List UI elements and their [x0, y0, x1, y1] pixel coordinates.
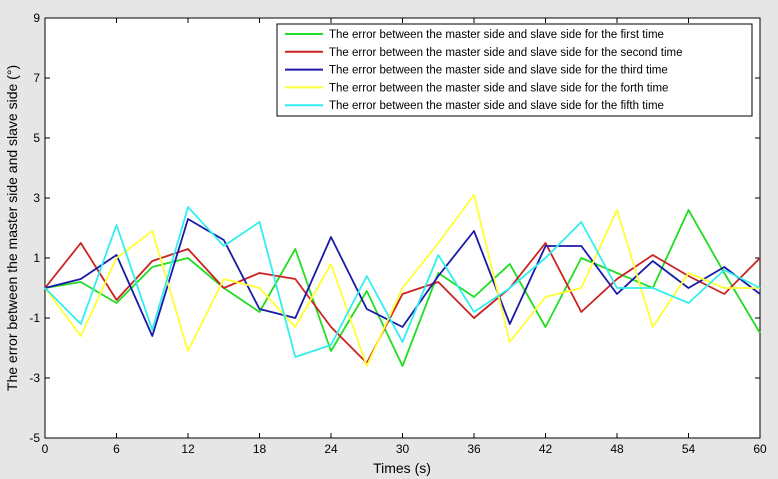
- y-tick-label: -3: [29, 371, 40, 385]
- x-tick-label: 18: [253, 442, 267, 456]
- y-tick-label: 5: [33, 131, 40, 145]
- x-tick-label: 0: [42, 442, 49, 456]
- series-line-5: [44, 206, 761, 358]
- legend-label-3: The error between the master side and sl…: [329, 65, 668, 77]
- x-axis-label: Times (s): [373, 460, 431, 476]
- legend: The error between the master side and sl…: [276, 23, 753, 117]
- x-tick-label: 6: [113, 442, 120, 456]
- x-tick-label: 36: [467, 442, 481, 456]
- y-tick-label: 9: [33, 11, 40, 25]
- y-axis-label: The error between the master side and sl…: [4, 65, 20, 391]
- legend-label-2: The error between the master side and sl…: [329, 47, 683, 59]
- legend-label-4: The error between the master side and sl…: [329, 82, 668, 94]
- series-line-2: [44, 242, 761, 364]
- y-tick-label: -5: [29, 431, 40, 445]
- legend-label-1: The error between the master side and sl…: [329, 29, 664, 41]
- y-tick-label: 3: [33, 191, 40, 205]
- x-tick-label: 54: [682, 442, 696, 456]
- x-tick-label: 60: [753, 442, 767, 456]
- y-tick-label: 7: [33, 71, 40, 85]
- series-line-3: [44, 218, 761, 337]
- y-tick-label: 1: [33, 251, 40, 265]
- x-tick-label: 30: [396, 442, 410, 456]
- legend-label-5: The error between the master side and sl…: [329, 100, 664, 112]
- series-lines: [44, 194, 761, 367]
- x-tick-label: 12: [181, 442, 195, 456]
- x-tick-label: 48: [610, 442, 624, 456]
- axis-ticks: 0 6 12 18 24 30 36 42 48 54 60 -5 -3 -1 1 3 5 7 9: [29, 11, 767, 456]
- y-tick-label: -1: [29, 311, 40, 325]
- series-line-1: [44, 209, 761, 367]
- x-tick-label: 24: [324, 442, 338, 456]
- legend-box: [276, 23, 753, 117]
- x-tick-label: 42: [539, 442, 553, 456]
